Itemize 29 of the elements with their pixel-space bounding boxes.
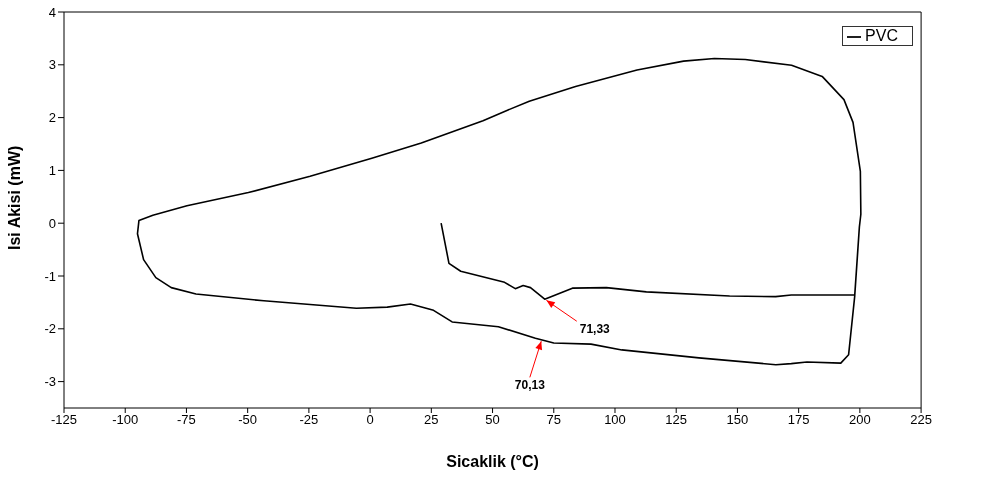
y-tick-label: -3 [44,374,56,390]
x-tick-label: 175 [787,412,810,428]
x-tick-label: -25 [299,412,319,428]
y-axis-title: Isi Akisi (mW) [5,145,23,250]
x-axis-title: Sicaklik (°C) [446,453,539,471]
y-tick-label: -1 [44,268,56,284]
y-tick-label: 4 [48,4,56,20]
annotation: 71,33 [579,322,611,337]
x-tick-label: 75 [546,412,561,428]
x-tick-label: 225 [910,412,932,428]
x-tick-label: -100 [112,412,139,428]
y-tick-label: -2 [44,321,56,337]
y-tick-label: 0 [48,215,56,231]
annotation: 70,13 [514,378,546,393]
legend-label: PVC [865,27,898,44]
x-tick-label: 200 [849,412,871,428]
line-series [136,57,862,366]
y-tick-label: 1 [48,163,56,179]
x-tick-label: -50 [238,412,258,428]
x-tick-label: 0 [366,412,374,428]
y-tick-label: 3 [48,57,56,73]
x-tick-label: -125 [50,412,78,428]
x-tick-label: 125 [665,412,688,428]
x-tick-label: 50 [485,412,500,428]
x-tick-label: -75 [177,412,196,428]
x-tick-label: 100 [604,412,626,428]
y-tick-label: 2 [48,110,56,126]
x-tick-label: 25 [424,412,439,428]
x-tick-label: 150 [726,412,749,428]
